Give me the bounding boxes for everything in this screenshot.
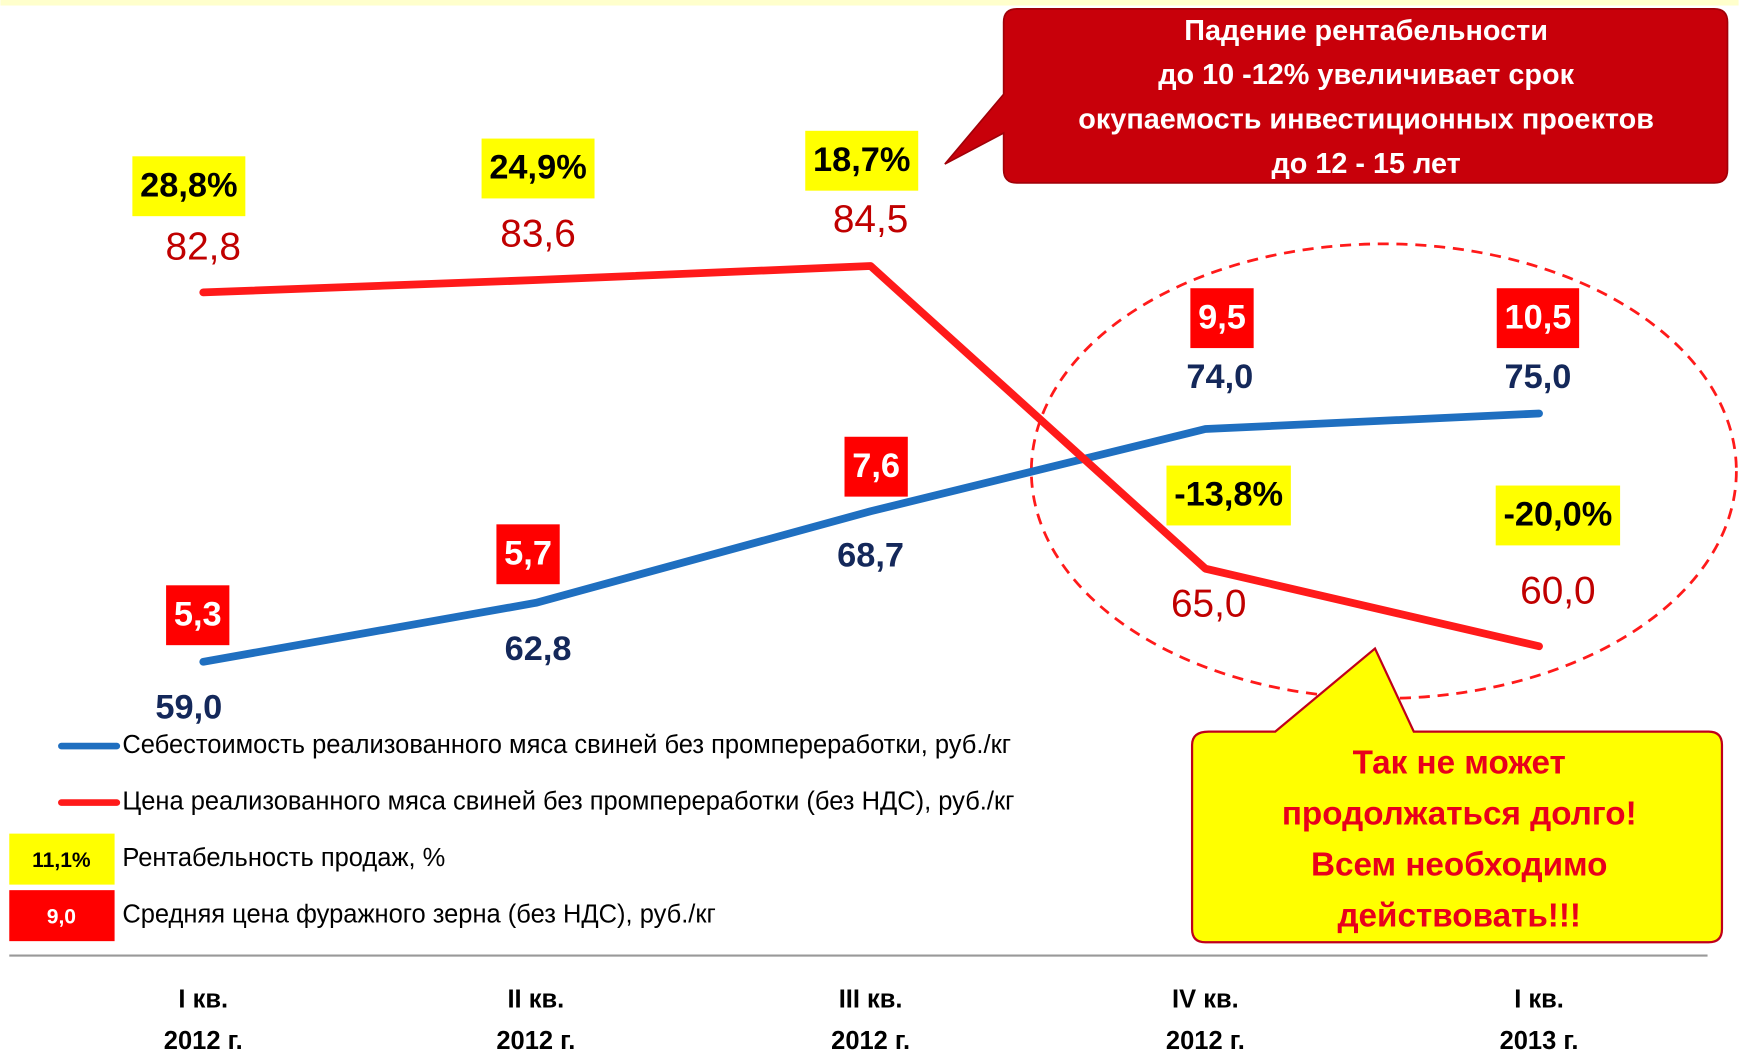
- data-label: 84,5: [833, 198, 908, 241]
- data-label: 5,7: [504, 534, 552, 572]
- callout-red: [944, 8, 1729, 184]
- x-tick-label: II кв.: [507, 986, 564, 1014]
- label-box: [1190, 288, 1254, 349]
- label-box: [844, 436, 908, 497]
- data-label: 24,9%: [489, 149, 586, 187]
- data-label: 74,0: [1186, 358, 1253, 396]
- data-label: -20,0%: [1503, 496, 1612, 534]
- x-tick-label: 2012 г.: [831, 1027, 910, 1052]
- legend-sample-label: 9,0: [47, 905, 76, 928]
- x-tick-label: IV кв.: [1172, 986, 1239, 1014]
- x-tick-label: 2012 г.: [1166, 1027, 1245, 1052]
- callout-yellow: [1190, 646, 1724, 944]
- legend-label: Рентабельность продаж, %: [122, 844, 445, 872]
- data-label: 83,6: [500, 212, 575, 255]
- label-box: [805, 130, 919, 191]
- x-tick-label: 2012 г.: [496, 1027, 575, 1052]
- x-tick-label: 2013 г.: [1500, 1027, 1579, 1052]
- legend-swatch: [9, 833, 115, 885]
- label-box: [1166, 465, 1291, 526]
- annotation: Всем необходимо: [1311, 847, 1608, 884]
- label-box: [481, 138, 595, 199]
- data-label: 28,8%: [140, 166, 237, 204]
- data-label: -13,8%: [1174, 476, 1283, 514]
- data-label: 10,5: [1505, 298, 1572, 336]
- legend-label: Средняя цена фуражного зерна (без НДС), …: [122, 900, 715, 928]
- annotation: продолжаться долго!: [1282, 796, 1637, 833]
- data-label: 65,0: [1171, 583, 1246, 626]
- label-box: [132, 156, 246, 217]
- legend-sample-label: 11,1%: [32, 849, 91, 872]
- label-box: [1496, 288, 1580, 349]
- x-tick-label: I кв.: [1514, 986, 1564, 1014]
- legend-label: Цена реализованного мяса свиней без пром…: [122, 787, 1014, 815]
- series-line: [199, 262, 1543, 651]
- legend-swatch: [9, 890, 115, 942]
- label-box: [496, 524, 560, 585]
- x-tick-label: I кв.: [178, 986, 228, 1014]
- data-label: 59,0: [155, 689, 222, 727]
- label-box: [1495, 485, 1621, 546]
- data-label: 9,5: [1198, 298, 1246, 336]
- annotation: Падение рентабельности: [1184, 15, 1548, 47]
- highlight-ellipse: [1029, 242, 1738, 700]
- data-label: 62,8: [505, 630, 572, 668]
- data-label: 68,7: [837, 537, 904, 575]
- data-label: 18,7%: [813, 141, 910, 179]
- x-tick-label: 2012 г.: [164, 1027, 243, 1052]
- data-label: 7,6: [852, 447, 900, 485]
- top-strip: [0, 0, 1739, 6]
- annotation: действовать!!!: [1337, 898, 1581, 935]
- data-label: 75,0: [1505, 358, 1572, 396]
- data-label: 60,0: [1520, 569, 1595, 612]
- x-tick-label: III кв.: [839, 986, 903, 1014]
- label-box: [166, 585, 230, 646]
- series-line: [199, 409, 1543, 666]
- annotation: до 12 - 15 лет: [1271, 148, 1460, 180]
- annotation: до 10 -12% увеличивает срок: [1158, 59, 1574, 91]
- legend-label: Себестоимость реализованного мяса свиней…: [122, 731, 1011, 759]
- annotation: окупаемость инвестиционных проектов: [1078, 103, 1654, 135]
- annotation: Так не может: [1353, 745, 1566, 782]
- data-label: 82,8: [166, 226, 241, 269]
- data-label: 5,3: [174, 595, 222, 633]
